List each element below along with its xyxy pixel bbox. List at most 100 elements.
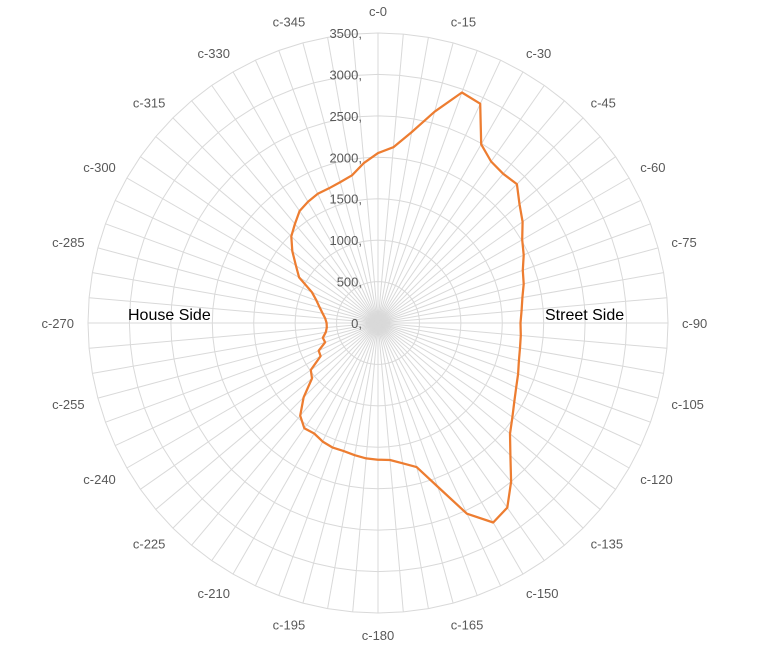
- radial-tick-label: 1500,: [329, 192, 362, 207]
- spoke-line: [377, 156, 616, 324]
- spoke-line: [114, 199, 379, 324]
- spoke-line: [126, 177, 379, 324]
- category-label: c-90: [682, 316, 707, 331]
- spoke-line: [92, 272, 379, 324]
- spoke-line: [377, 322, 478, 596]
- spoke-line: [140, 322, 379, 490]
- house-side-label: House Side: [128, 307, 211, 324]
- spoke-line: [97, 247, 379, 324]
- spoke-line: [89, 297, 379, 324]
- spoke-line: [105, 322, 379, 423]
- series-line: [290, 91, 525, 524]
- radar-spokes: [88, 33, 668, 613]
- spoke-line: [377, 322, 630, 469]
- category-label: c-30: [526, 46, 551, 61]
- spoke-line: [140, 156, 379, 324]
- spoke-line: [377, 247, 659, 324]
- category-label: c-150: [526, 586, 559, 601]
- category-label: c-180: [362, 628, 395, 643]
- spoke-line: [352, 34, 379, 324]
- radial-tick-label: 2500,: [329, 109, 362, 124]
- spoke-line: [377, 71, 524, 324]
- category-label: c-75: [671, 235, 696, 250]
- category-labels: c-0 c-15 c-30 c-45 c-60 c-75 c-90 c-105 c-120 c-1…: [41, 4, 707, 643]
- spoke-line: [377, 223, 651, 324]
- spoke-line: [254, 322, 379, 587]
- spoke-line: [377, 322, 545, 561]
- radial-tick-labels: 0, 500, 1000, 1500, 2000, 2500, 3000, 3500,: [329, 26, 362, 331]
- category-label: c-255: [52, 397, 85, 412]
- spoke-line: [211, 85, 379, 324]
- spoke-line: [377, 59, 502, 324]
- radial-tick-label: 2000,: [329, 150, 362, 165]
- spoke-line: [377, 272, 664, 324]
- category-label: c-285: [52, 235, 85, 250]
- spoke-line: [377, 136, 601, 324]
- category-label: c-345: [273, 15, 306, 30]
- spoke-line: [352, 322, 379, 612]
- spoke-line: [377, 100, 565, 324]
- category-label: c-270: [41, 316, 74, 331]
- spoke-line: [89, 322, 379, 349]
- spoke-line: [377, 322, 584, 529]
- spoke-line: [155, 136, 379, 324]
- spoke-line: [377, 34, 404, 324]
- spoke-line: [105, 223, 379, 324]
- spoke-line: [377, 322, 565, 546]
- spoke-line: [377, 322, 651, 423]
- spoke-line: [232, 322, 379, 575]
- spoke-line: [377, 85, 545, 324]
- spoke-line: [377, 322, 667, 349]
- category-label: c-165: [451, 617, 484, 632]
- spoke-line: [377, 322, 454, 604]
- spoke-line: [92, 322, 379, 374]
- spoke-line: [302, 322, 379, 604]
- spoke-line: [377, 199, 642, 324]
- category-label: c-195: [273, 617, 306, 632]
- radial-tick-label: 3500,: [329, 26, 362, 41]
- spoke-line: [172, 322, 379, 529]
- spoke-line: [377, 322, 524, 575]
- spoke-line: [114, 322, 379, 447]
- spoke-line: [278, 50, 379, 324]
- category-label: c-135: [591, 537, 624, 552]
- street-side-label: Street Side: [545, 307, 624, 324]
- category-label: c-120: [640, 472, 673, 487]
- spoke-line: [377, 322, 404, 612]
- radial-tick-label: 1000,: [329, 233, 362, 248]
- category-label: c-240: [83, 472, 116, 487]
- spoke-line: [327, 37, 379, 324]
- radial-tick-label: 500,: [337, 275, 362, 290]
- category-label: c-330: [197, 46, 230, 61]
- spoke-line: [155, 322, 379, 510]
- spoke-line: [97, 322, 379, 399]
- spoke-line: [377, 322, 642, 447]
- spoke-line: [254, 59, 379, 324]
- spoke-line: [377, 50, 478, 324]
- category-label: c-105: [671, 397, 704, 412]
- spoke-line: [278, 322, 379, 596]
- spoke-line: [211, 322, 379, 561]
- series-layer: [290, 91, 525, 524]
- category-label: c-225: [133, 537, 166, 552]
- spoke-line: [191, 100, 379, 324]
- category-label: c-60: [640, 160, 665, 175]
- spoke-line: [126, 322, 379, 469]
- spoke-line: [377, 117, 584, 324]
- spoke-line: [377, 322, 601, 510]
- spoke-line: [377, 37, 429, 324]
- spoke-line: [191, 322, 379, 546]
- category-label: c-15: [451, 15, 476, 30]
- spoke-line: [377, 42, 454, 324]
- spoke-line: [232, 71, 379, 324]
- radial-tick-label: 3000,: [329, 67, 362, 82]
- category-label: c-45: [591, 95, 616, 110]
- spoke-line: [377, 322, 429, 609]
- spoke-line: [327, 322, 379, 609]
- spoke-line: [172, 117, 379, 324]
- category-label: c-0: [369, 4, 387, 19]
- category-label: c-210: [197, 586, 230, 601]
- category-label: c-300: [83, 160, 116, 175]
- radial-tick-label: 0,: [351, 316, 362, 331]
